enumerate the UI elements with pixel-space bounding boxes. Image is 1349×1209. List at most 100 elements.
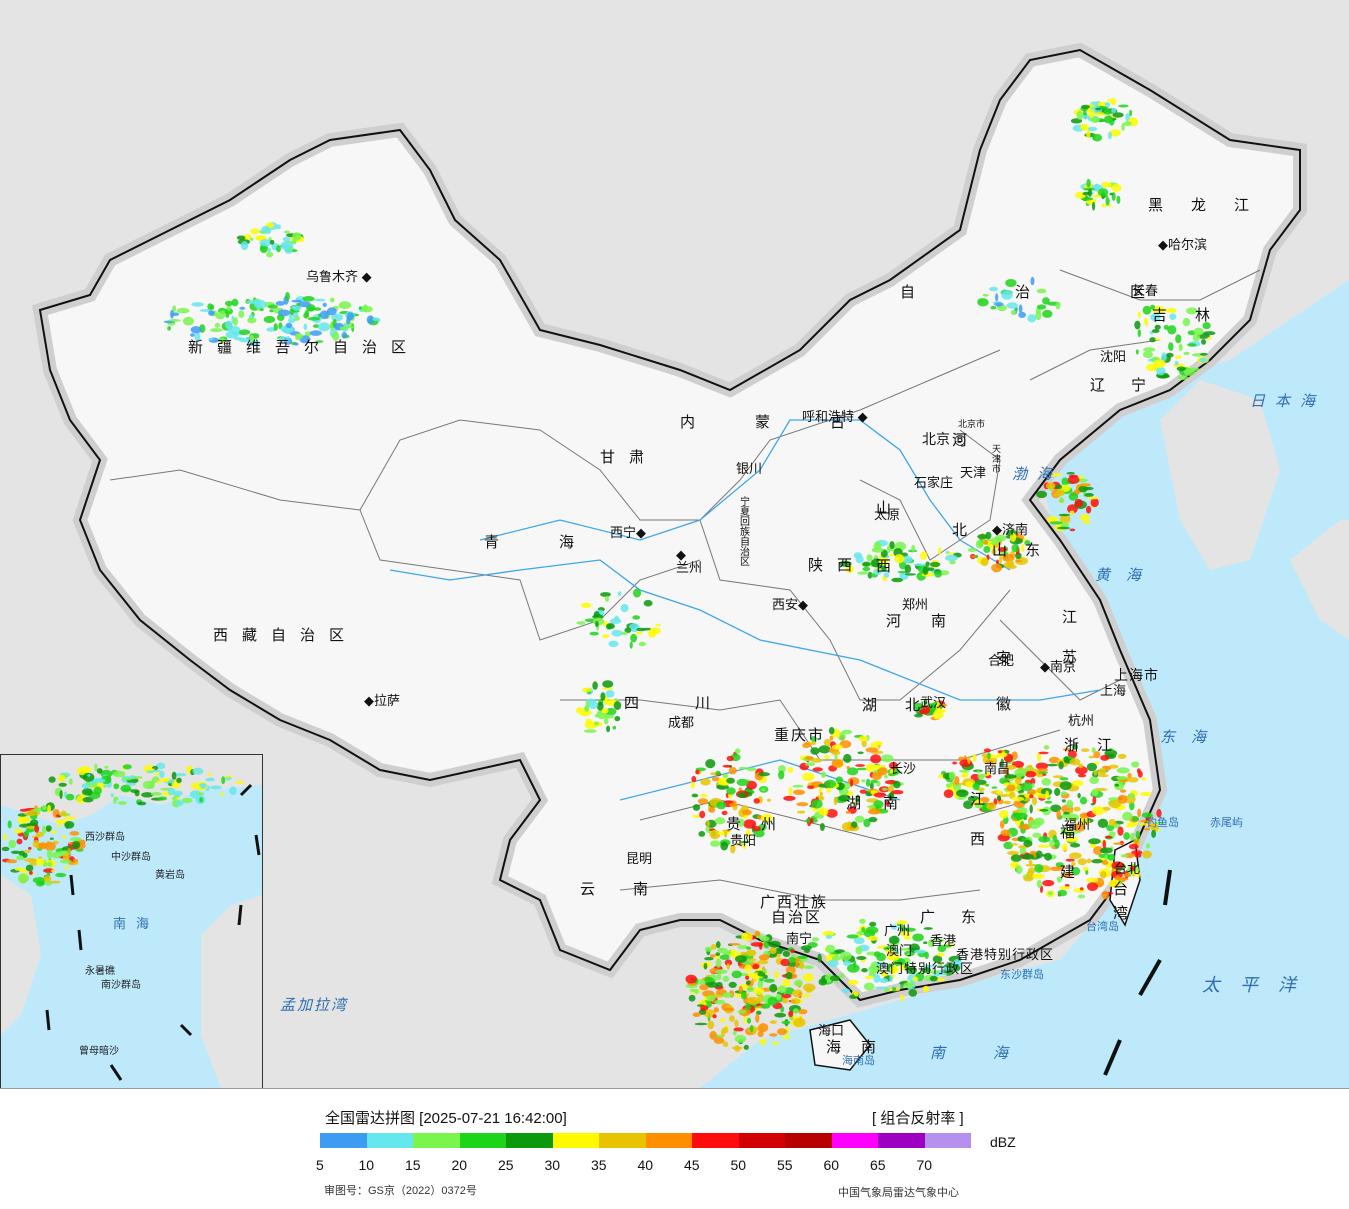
echo-cell (713, 1007, 719, 1013)
echo-cell (1187, 343, 1197, 347)
echo-cell (831, 750, 841, 756)
echo-cell (719, 954, 730, 960)
echo-cell (752, 975, 758, 983)
echo-cell (215, 312, 226, 320)
province-neimenggu: 内蒙古 (680, 414, 906, 431)
legend-product: [ 组合反射率 ] (872, 1110, 964, 1127)
echo-cell (1201, 339, 1206, 345)
province-gansu: 甘肃 (600, 449, 659, 466)
echo-cell (1065, 836, 1079, 843)
echo-cell (1117, 826, 1124, 836)
echo-cell (1082, 191, 1091, 196)
legend-tick-label: 70 (916, 1157, 933, 1173)
echo-cell (715, 952, 720, 957)
echo-cell (229, 786, 237, 795)
echo-cell (1108, 818, 1117, 827)
echo-cell (767, 798, 771, 802)
echo-cell (768, 940, 781, 948)
echo-cell (315, 340, 324, 343)
echo-cell (994, 302, 1004, 307)
province-ningxia: 宁夏回族自治区 (740, 497, 750, 568)
echo-cell (995, 528, 1002, 532)
echo-cell (613, 701, 622, 710)
legend-unit: dBZ (990, 1134, 1016, 1150)
radar-map[interactable]: 新疆维吾尔自治区 西藏自治区 青海 甘肃 内蒙古 自治区 宁夏回族自治区 陕西 … (0, 0, 1349, 1088)
echo-cell (1151, 829, 1156, 839)
echo-cell (45, 825, 52, 832)
echo-cell (1084, 492, 1094, 497)
echo-cell (267, 247, 272, 253)
echo-cell (167, 326, 172, 331)
echo-cell (1150, 823, 1159, 832)
echo-cell (694, 1022, 708, 1026)
echo-cell (79, 766, 92, 773)
echo-cell (959, 759, 973, 767)
echo-cell (800, 945, 812, 951)
echo-cell (1101, 203, 1107, 208)
province-neimenggu-suffix: 自治区 (900, 284, 1246, 301)
echo-cell (790, 949, 795, 954)
echo-cell (28, 846, 32, 850)
sea-ribenhai: 日本海 (1250, 393, 1326, 410)
echo-cell (588, 700, 599, 710)
echo-cell (704, 946, 713, 952)
echo-cell (799, 961, 805, 970)
echo-cell (604, 595, 610, 602)
echo-cell (190, 333, 195, 337)
echo-cell (112, 770, 126, 778)
echo-cell (263, 315, 276, 324)
echo-cell (632, 615, 641, 620)
echo-cell (1036, 490, 1048, 499)
echo-cell (1085, 870, 1089, 875)
city-nanning: 南宁 (786, 931, 813, 946)
echo-cell (1079, 483, 1091, 487)
echo-cell (922, 566, 929, 575)
echo-cell (1102, 839, 1107, 850)
echo-cell (722, 975, 730, 983)
echo-cell (1090, 803, 1095, 806)
echo-cell (787, 766, 794, 774)
echo-cell (826, 787, 832, 793)
echo-cell (1012, 810, 1022, 813)
echo-cell (1150, 304, 1156, 310)
echo-cell (82, 772, 95, 782)
echo-cell (855, 794, 860, 803)
echo-cell (692, 814, 700, 819)
echo-cell (746, 946, 752, 950)
echo-cell (176, 307, 190, 314)
echo-cell (176, 777, 182, 784)
echo-cell (757, 979, 764, 989)
echo-cell (841, 729, 853, 735)
province-jiangxi: 江西 (970, 791, 986, 848)
echo-cell (897, 570, 908, 574)
echo-cell (167, 787, 176, 796)
echo-cell (999, 820, 1005, 829)
echo-cell (792, 989, 803, 998)
echo-cell (835, 776, 844, 784)
province-fujian: 福建 (1060, 824, 1076, 881)
echo-cell (1056, 489, 1065, 497)
echo-cell (888, 792, 895, 800)
echo-cell (132, 776, 143, 779)
echo-cell (726, 755, 734, 762)
echo-cell (240, 241, 249, 251)
echo-cell (995, 293, 999, 302)
echo-cell (714, 817, 726, 825)
echo-cell (1072, 743, 1078, 750)
echo-cell (1111, 107, 1117, 113)
echo-cell (818, 807, 829, 816)
echo-cell (1174, 355, 1182, 359)
echo-cell (709, 1030, 717, 1040)
echo-cell (759, 942, 763, 950)
echo-cell (269, 239, 275, 245)
echo-cell (699, 984, 709, 991)
province-hainan: 海南 (826, 1039, 897, 1056)
echo-cell (1111, 861, 1124, 870)
echo-cell (735, 955, 747, 963)
echo-cell (1069, 510, 1075, 515)
echo-cell (1061, 799, 1066, 803)
echo-cell (308, 306, 314, 312)
echo-cell (859, 918, 866, 924)
echo-cell (802, 772, 815, 782)
echo-cell (1129, 865, 1136, 872)
